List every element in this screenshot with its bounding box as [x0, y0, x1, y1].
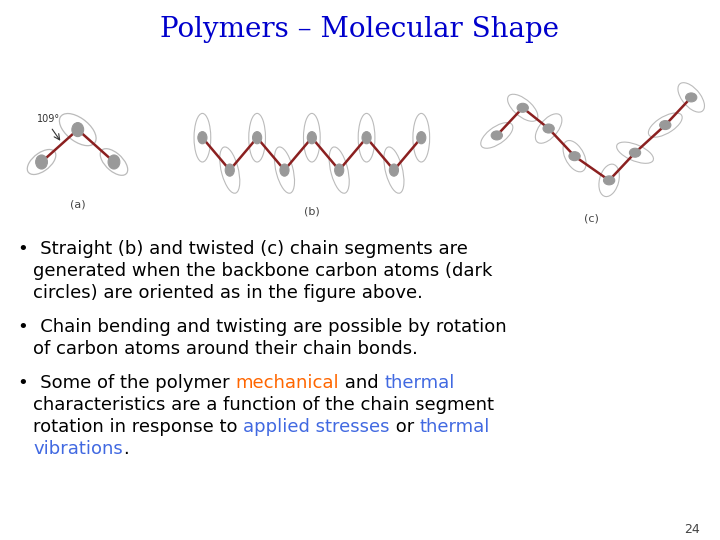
- Text: and: and: [339, 374, 384, 392]
- Text: 109°: 109°: [37, 113, 60, 124]
- Text: •  Some of the polymer: • Some of the polymer: [18, 374, 235, 392]
- Circle shape: [660, 120, 671, 130]
- Text: thermal: thermal: [420, 418, 490, 436]
- Text: of carbon atoms around their chain bonds.: of carbon atoms around their chain bonds…: [33, 340, 418, 358]
- Circle shape: [72, 123, 84, 137]
- Circle shape: [603, 176, 615, 185]
- Text: 24: 24: [684, 523, 700, 536]
- Circle shape: [629, 148, 641, 157]
- Circle shape: [225, 164, 234, 176]
- Circle shape: [307, 132, 316, 144]
- Text: (c): (c): [585, 214, 599, 224]
- Text: thermal: thermal: [384, 374, 455, 392]
- Circle shape: [417, 132, 426, 144]
- Text: applied stresses: applied stresses: [243, 418, 390, 436]
- Circle shape: [685, 93, 697, 102]
- Circle shape: [335, 164, 343, 176]
- Circle shape: [253, 132, 261, 144]
- Text: circles) are oriented as in the figure above.: circles) are oriented as in the figure a…: [33, 284, 423, 302]
- Circle shape: [491, 131, 503, 140]
- Circle shape: [569, 152, 580, 161]
- Text: .: .: [122, 440, 128, 458]
- Text: (a): (a): [70, 200, 86, 210]
- Text: •  Chain bending and twisting are possible by rotation: • Chain bending and twisting are possibl…: [18, 318, 507, 336]
- Text: (b): (b): [304, 207, 320, 217]
- Circle shape: [517, 103, 528, 112]
- Text: vibrations: vibrations: [33, 440, 122, 458]
- Circle shape: [36, 155, 48, 169]
- Text: Polymers – Molecular Shape: Polymers – Molecular Shape: [161, 16, 559, 43]
- Circle shape: [280, 164, 289, 176]
- Circle shape: [198, 132, 207, 144]
- Text: mechanical: mechanical: [235, 374, 339, 392]
- Text: •  Straight (b) and twisted (c) chain segments are: • Straight (b) and twisted (c) chain seg…: [18, 240, 468, 258]
- Circle shape: [543, 124, 554, 133]
- Circle shape: [108, 155, 120, 169]
- Text: characteristics are a function of the chain segment: characteristics are a function of the ch…: [33, 396, 494, 414]
- Circle shape: [390, 164, 398, 176]
- Text: rotation in response to: rotation in response to: [33, 418, 243, 436]
- Text: or: or: [390, 418, 420, 436]
- Circle shape: [362, 132, 371, 144]
- Text: generated when the backbone carbon atoms (dark: generated when the backbone carbon atoms…: [33, 262, 492, 280]
